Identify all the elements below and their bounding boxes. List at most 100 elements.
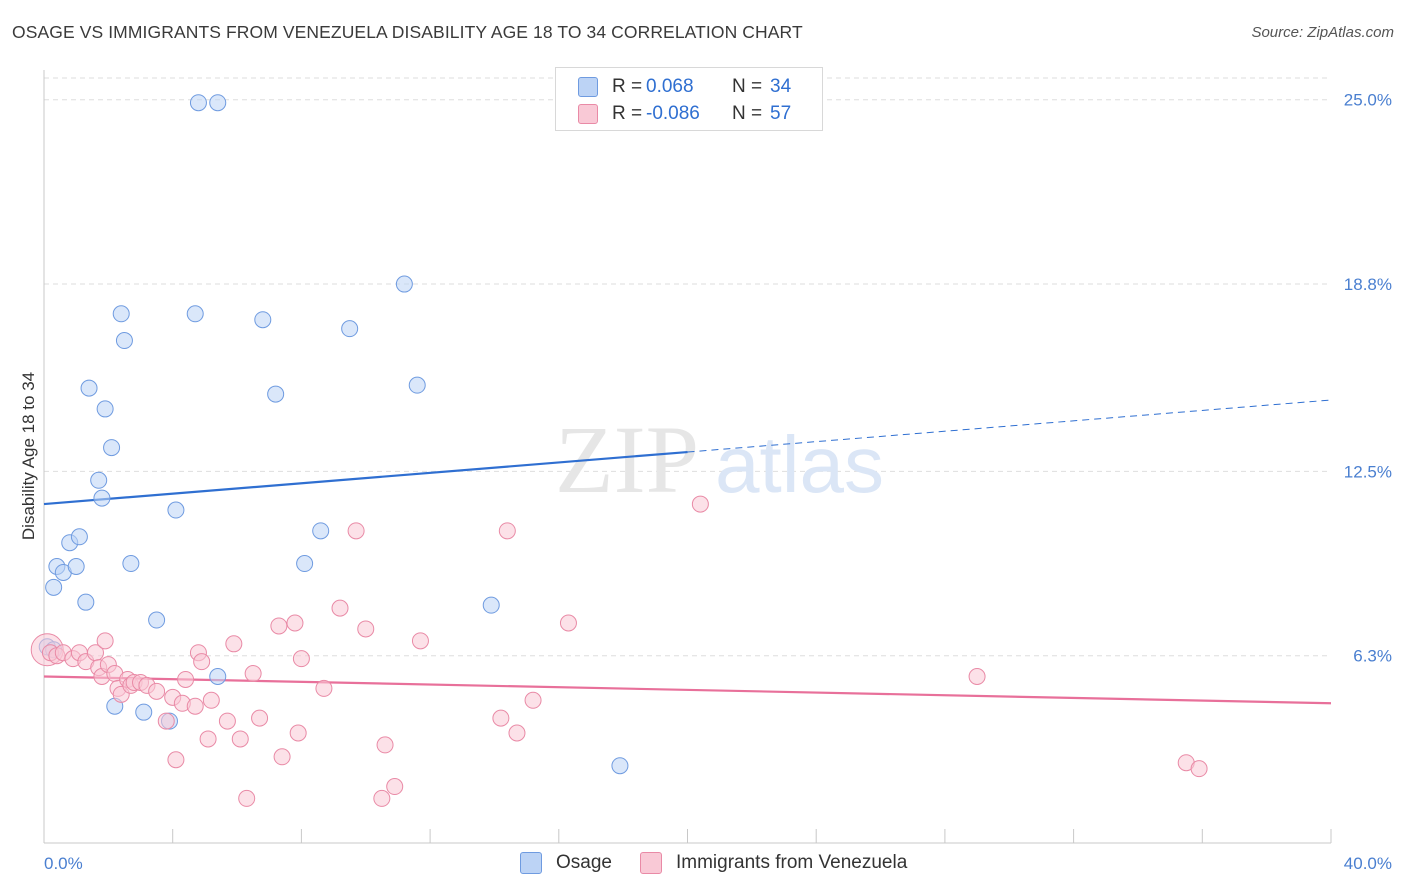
venezuela-point (289, 724, 307, 742)
venezuela-point (251, 709, 269, 727)
venezuela-point (273, 748, 291, 766)
venezuela-point (347, 522, 365, 540)
venezuela-point (691, 495, 709, 513)
legend-item-venezuela: Immigrants from Venezuela (640, 852, 907, 874)
venezuela-point (199, 730, 217, 748)
osage-point (96, 400, 114, 418)
n-value: 57 (770, 103, 792, 124)
osage-point (296, 555, 314, 573)
correlation-legend: R = 0.068 N = 34 R = -0.086 N = 57 (555, 67, 823, 131)
osage-point (77, 593, 95, 611)
watermark: ZIP atlas (555, 406, 884, 513)
venezuela-point (331, 599, 349, 617)
osage-point (103, 439, 121, 457)
osage-point (93, 489, 111, 507)
legend-row-osage: R = 0.068 N = 34 (578, 74, 791, 100)
osage-point (209, 668, 227, 686)
y-tick-label: 6.3% (1353, 647, 1392, 666)
n-label: N = (732, 76, 763, 97)
venezuela-point (492, 709, 510, 727)
r-label: R = (612, 76, 643, 97)
venezuela-point (559, 614, 577, 632)
trend-lines (43, 399, 1332, 705)
venezuela-swatch (640, 852, 662, 874)
venezuela-point (411, 632, 429, 650)
venezuela-point (270, 617, 288, 635)
osage-point (186, 305, 204, 323)
r-label: R = (612, 103, 643, 124)
watermark-zip: ZIP (555, 406, 699, 513)
osage-point (70, 528, 88, 546)
series-legend: Osage Immigrants from Venezuela (0, 852, 1406, 878)
osage-point (115, 332, 133, 350)
osage-point (267, 385, 285, 403)
y-tick-label: 18.8% (1344, 275, 1392, 294)
venezuela-point (225, 635, 243, 653)
venezuela-point (157, 712, 175, 730)
venezuela-point (286, 614, 304, 632)
y-axis-label: Disability Age 18 to 34 (19, 372, 38, 540)
n-value: 34 (770, 76, 792, 97)
venezuela-trend-line (43, 675, 1332, 705)
venezuela-point (508, 724, 526, 742)
venezuela-point (373, 789, 391, 807)
venezuela-swatch (578, 104, 598, 124)
venezuela-point (218, 712, 236, 730)
osage-point (189, 94, 207, 112)
venezuela-point (193, 653, 211, 671)
venezuela-point (231, 730, 249, 748)
osage-point (80, 379, 98, 397)
venezuela-point (167, 751, 185, 769)
venezuela-point (524, 691, 542, 709)
osage-point (611, 757, 629, 775)
y-tick-label: 25.0% (1344, 91, 1392, 110)
source-label: Source: ZipAtlas.com (1251, 24, 1394, 41)
osage-point (122, 555, 140, 573)
venezuela-point (292, 650, 310, 668)
osage-point (167, 501, 185, 519)
x-tick-label: 40.0% (1344, 854, 1392, 873)
osage-point (312, 522, 330, 540)
n-label: N = (732, 103, 763, 124)
y-tick-label: 12.5% (1344, 462, 1392, 481)
venezuela-point (315, 679, 333, 697)
osage-point (90, 471, 108, 489)
venezuela-point (148, 682, 166, 700)
venezuela-point (186, 697, 204, 715)
osage-point (254, 311, 272, 329)
osage-point (112, 305, 130, 323)
legend-item-osage: Osage (520, 852, 612, 874)
watermark-atlas: atlas (715, 420, 884, 509)
osage-point (148, 611, 166, 629)
x-tick-label: 0.0% (44, 854, 83, 873)
venezuela-point (498, 522, 516, 540)
legend-label-osage: Osage (556, 852, 612, 873)
venezuela-point (244, 665, 262, 683)
osage-point (45, 578, 63, 596)
osage-point (482, 596, 500, 614)
venezuela-point (376, 736, 394, 754)
venezuela-point (1190, 760, 1208, 778)
venezuela-point (357, 620, 375, 638)
osage-point (135, 703, 153, 721)
x-tick-labels: 0.0% 40.0% (44, 854, 1392, 873)
venezuela-point (202, 691, 220, 709)
venezuela-point (238, 789, 256, 807)
venezuela-point (968, 668, 986, 686)
y-tick-labels: 6.3% 12.5% 18.8% 25.0% (1344, 91, 1392, 666)
grid-lines (44, 77, 1331, 657)
r-value: 0.068 (646, 76, 694, 97)
osage-point (408, 376, 426, 394)
osage-point (67, 558, 85, 576)
osage-trend-line (43, 450, 688, 506)
osage-point (209, 94, 227, 112)
r-value: -0.086 (646, 103, 700, 124)
venezuela-point (177, 670, 195, 688)
osage-swatch (520, 852, 542, 874)
osage-point (341, 320, 359, 338)
osage-swatch (578, 77, 598, 97)
osage-point (395, 275, 413, 293)
legend-label-venezuela: Immigrants from Venezuela (676, 852, 908, 873)
chart-title: OSAGE VS IMMIGRANTS FROM VENEZUELA DISAB… (12, 22, 803, 42)
venezuela-point (386, 778, 404, 796)
